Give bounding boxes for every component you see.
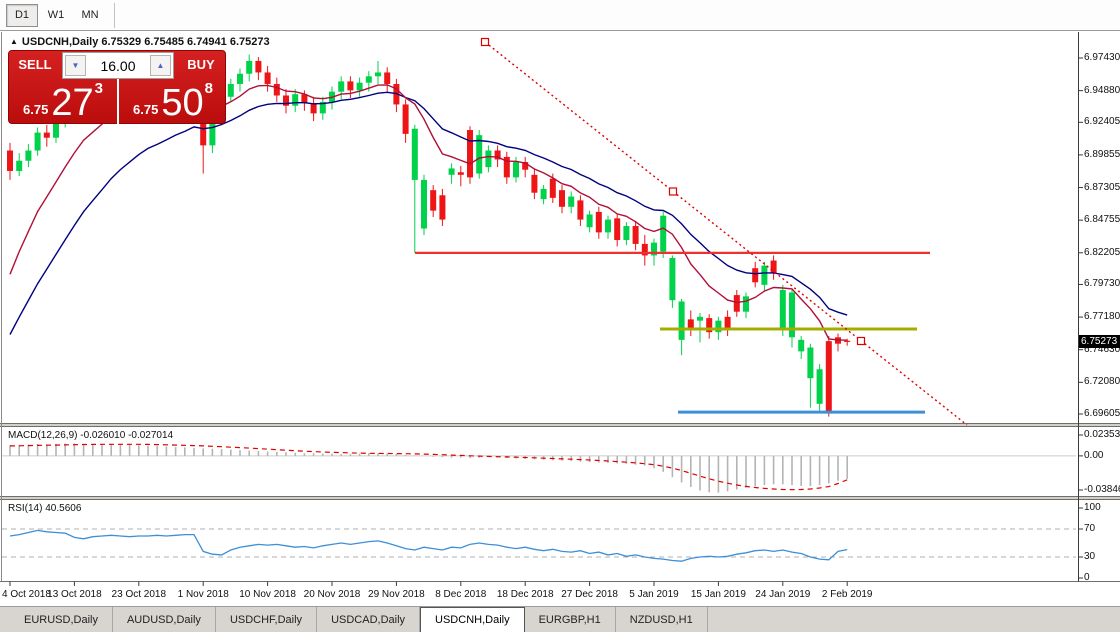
arrow-down-icon: ▼ <box>71 61 80 70</box>
trade-price-row: 6.75 27 3 6.75 50 8 <box>9 79 227 124</box>
rsi-label: RSI(14) 40.5606 <box>8 503 82 514</box>
sell-price-box[interactable]: 6.75 27 3 <box>9 79 119 124</box>
current-price-tag: 6.75273 <box>1079 334 1120 348</box>
arrow-up-icon: ▲ <box>156 61 165 70</box>
price-axis-label: 6.92405 <box>1084 116 1120 128</box>
price-axis-label: 6.72080 <box>1084 376 1120 388</box>
buy-price-prefix: 6.75 <box>133 102 159 117</box>
rsi-panel[interactable] <box>0 500 1120 582</box>
date-axis-label: 23 Oct 2018 <box>111 589 167 600</box>
price-axis-label: 6.87305 <box>1084 181 1120 193</box>
date-axis-label: 29 Nov 2018 <box>368 589 425 600</box>
sell-price-sup: 3 <box>94 80 103 97</box>
price-axis-label: 6.97430 <box>1084 52 1120 63</box>
timeframe-button-mn[interactable]: MN <box>81 9 99 21</box>
date-axis-label: 1 Nov 2018 <box>177 589 229 600</box>
tab-nzdusd-h1[interactable]: NZDUSD,H1 <box>616 607 708 632</box>
date-axis-label: 8 Dec 2018 <box>435 589 487 600</box>
panel-separator[interactable] <box>0 497 1120 500</box>
tab-usdcnh-daily[interactable]: USDCNH,Daily <box>420 607 525 632</box>
price-axis-label: 6.94880 <box>1084 84 1120 96</box>
buy-price-box[interactable]: 6.75 50 8 <box>119 79 227 124</box>
tab-usdchf-daily[interactable]: USDCHF,Daily <box>216 607 318 632</box>
trade-top-row: SELL BUY <box>9 51 227 77</box>
macd-label: MACD(12,26,9) -0.026010 -0.027014 <box>8 430 174 441</box>
price-axis-label: 6.89855 <box>1084 148 1120 160</box>
one-click-trading-widget: SELL BUY ▼ 16.00 ▲ 6.75 27 3 6.75 50 8 <box>8 50 226 124</box>
collapse-triangle-icon[interactable]: ▲ <box>10 37 18 46</box>
tab-eurusd-daily[interactable]: EURUSD,Daily <box>10 607 113 632</box>
timeframe-button-d1[interactable]: D1 <box>6 3 38 27</box>
price-axis-label: 6.77180 <box>1084 311 1120 323</box>
symbol-tabbar: EURUSD,Daily AUDUSD,Daily USDCHF,Daily USDC… <box>0 606 1120 632</box>
price-axis-label: 6.79730 <box>1084 278 1120 290</box>
date-axis-label: 18 Dec 2018 <box>496 589 554 600</box>
sell-button[interactable]: SELL <box>18 56 52 72</box>
date-axis-label: 10 Nov 2018 <box>239 589 296 600</box>
tab-audusd-daily[interactable]: AUDUSD,Daily <box>113 607 216 632</box>
price-axis-label: 6.82205 <box>1084 246 1120 258</box>
rsi-axis-label: 0 <box>1084 572 1090 583</box>
timeframe-button-w1[interactable]: W1 <box>47 9 65 21</box>
date-axis-label: 15 Jan 2019 <box>690 589 746 600</box>
macd-axis-label: 0.00 <box>1084 449 1104 461</box>
buy-price-big: 50 <box>161 82 204 125</box>
macd-axis-label: -0.038466 <box>1084 483 1120 495</box>
buy-button[interactable]: BUY <box>187 56 215 72</box>
tab-usdcad-daily[interactable]: USDCAD,Daily <box>317 607 421 632</box>
date-axis-label: 20 Nov 2018 <box>303 589 361 600</box>
macd-axis-label: 0.023534 <box>1084 429 1120 440</box>
sell-price-prefix: 6.75 <box>23 102 49 117</box>
date-axis-label: 2 Feb 2019 <box>821 589 873 600</box>
rsi-axis-label: 30 <box>1084 551 1096 562</box>
timeframe-toolbar: D1 W1 MN <box>0 0 1120 31</box>
volume-input[interactable]: 16.00 <box>100 57 136 74</box>
chart-title: ▲ USDCNH,Daily 6.75329 6.75485 6.74941 6.… <box>10 36 270 48</box>
date-axis-label: 5 Jan 2019 <box>629 589 679 600</box>
volume-decrease-button[interactable]: ▼ <box>65 55 86 76</box>
date-axis-label: 24 Jan 2019 <box>755 589 811 600</box>
buy-price-sup: 8 <box>204 80 213 97</box>
volume-increase-button[interactable]: ▲ <box>150 55 171 76</box>
tab-eurgbp-h1[interactable]: EURGBP,H1 <box>525 607 616 632</box>
price-axis-label: 6.74630 <box>1084 343 1120 355</box>
chart-title-text: USDCNH,Daily 6.75329 6.75485 6.74941 6.7… <box>21 36 270 48</box>
volume-spinner: ▼ 16.00 ▲ <box>62 52 174 79</box>
rsi-axis-label: 100 <box>1084 502 1101 513</box>
price-axis-label: 6.84755 <box>1084 214 1120 226</box>
sell-price-big: 27 <box>51 82 94 125</box>
date-axis-label: 27 Dec 2018 <box>561 589 618 600</box>
date-axis[interactable] <box>0 582 1120 606</box>
price-axis-label: 6.69605 <box>1084 407 1120 419</box>
toolbar-divider <box>114 2 115 28</box>
date-axis-label: 4 Oct 2018 <box>2 589 51 600</box>
rsi-axis-label: 70 <box>1084 523 1096 534</box>
date-axis-label: 13 Oct 2018 <box>47 589 102 600</box>
